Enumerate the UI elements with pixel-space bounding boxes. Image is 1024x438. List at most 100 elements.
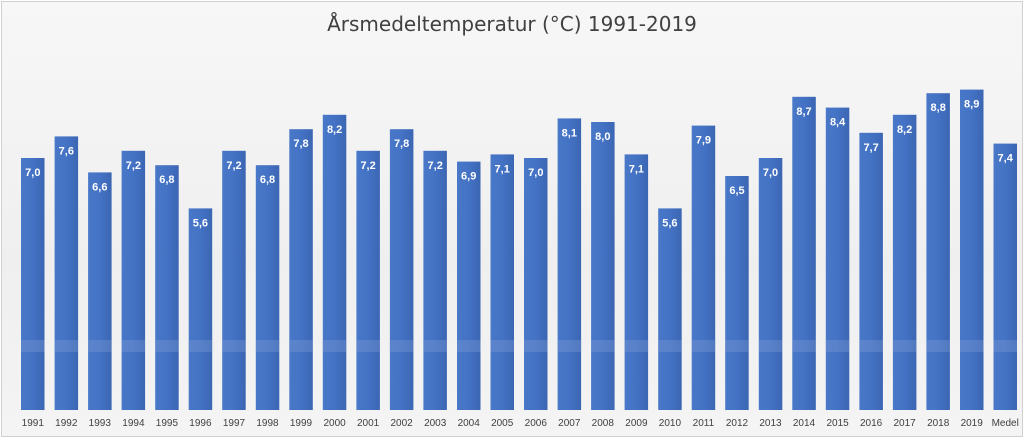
bar-reflection-1997 [222,340,246,352]
bar-1995 [155,165,179,410]
bar-2010 [658,208,682,410]
value-label-2002: 7,8 [394,138,409,150]
value-label-1996: 5,6 [193,217,208,229]
value-label-2013: 7,0 [763,167,778,179]
bar-2013 [758,158,783,410]
tick-label-2015: 2015 [826,418,849,429]
tick-label-2017: 2017 [893,418,916,429]
value-label-1994: 7,2 [126,160,141,172]
bar-reflection-1998 [255,340,280,352]
bar-2004 [457,161,481,410]
bar-2014 [792,96,816,411]
tick-label-2014: 2014 [793,418,816,429]
value-label-2019: 8,9 [964,99,979,111]
bar-2002 [389,129,414,410]
bar-reflection-Medel [993,340,1017,352]
tick-label-Medel: Medel [992,418,1019,429]
bar-reflection-2012 [725,340,749,352]
bar-2018 [926,93,950,410]
bar-1996 [188,208,213,410]
tick-label-1993: 1993 [89,418,112,429]
value-label-2009: 7,1 [629,163,644,175]
bar-1999 [289,129,313,410]
bar-1998 [255,165,280,410]
value-label-2010: 5,6 [662,217,677,229]
bar-2006 [524,158,548,410]
bar-reflection-2016 [859,340,883,352]
bar-2001 [356,150,380,411]
value-label-2006: 7,0 [528,167,543,179]
bar-reflection-2010 [658,340,682,352]
tick-label-1996: 1996 [189,418,212,429]
bar-reflection-2005 [490,340,514,352]
bar-reflection-1992 [54,340,79,352]
tick-label-2012: 2012 [726,418,749,429]
value-label-1998: 6,8 [260,174,275,186]
tick-label-2007: 2007 [558,418,581,429]
bar-reflection-2019 [960,340,984,352]
tick-label-2006: 2006 [525,418,548,429]
tick-label-2009: 2009 [625,418,648,429]
bar-reflection-2004 [457,340,481,352]
bar-2016 [859,132,883,411]
tick-label-2018: 2018 [927,418,950,429]
tick-label-2008: 2008 [592,418,615,429]
value-label-2015: 8,4 [830,117,846,129]
value-label-2008: 8,0 [595,131,610,143]
tick-label-2004: 2004 [458,418,481,429]
bar-reflection-2007 [557,340,582,352]
bar-reflection-2003 [423,340,447,352]
bar-2008 [591,122,615,410]
bar-reflection-1994 [121,340,146,352]
tick-label-2011: 2011 [693,418,715,429]
tick-label-2001: 2001 [357,418,380,429]
tick-label-1999: 1999 [290,418,313,429]
bar-1993 [88,172,112,410]
tick-label-2019: 2019 [961,418,984,429]
bar-reflection-2011 [691,340,716,352]
value-labels-group: 7,0 7,6 6,6 7,2 6,8 5,6 7,2 6,8 7,8 8,2 7,2 7,8 7,2 6… [25,99,1014,230]
bar-2011 [691,125,716,410]
value-label-1997: 7,2 [226,160,241,172]
value-label-2001: 7,2 [360,160,375,172]
bar-reflection-2001 [356,340,380,352]
tick-label-1992: 1992 [55,418,78,429]
bar-2017 [892,114,917,411]
bars-group [21,89,1017,411]
tick-label-2010: 2010 [659,418,682,429]
value-label-2000: 8,2 [327,124,342,136]
value-label-2014: 8,7 [796,106,811,118]
bar-reflection-1993 [88,340,112,352]
bar-1994 [121,150,146,411]
value-label-1999: 7,8 [293,138,308,150]
bar-1997 [222,150,246,411]
value-label-1992: 7,6 [59,145,74,157]
bar-2007 [557,118,582,411]
value-label-1995: 6,8 [159,174,174,186]
bar-Medel [993,143,1017,410]
bar-reflection-1995 [155,340,179,352]
bar-reflection-2015 [825,340,850,352]
tick-label-1998: 1998 [256,418,279,429]
bar-2003 [423,150,447,411]
value-label-1993: 6,6 [92,181,107,193]
bar-reflection-1996 [188,340,213,352]
tick-label-1991: 1991 [22,418,45,429]
value-label-2016: 7,7 [863,142,878,154]
bar-2012 [725,176,749,410]
bar-2005 [490,154,514,410]
bar-reflection-2002 [389,340,414,352]
bar-2009 [624,154,649,410]
value-label-2011: 7,9 [696,135,711,147]
tick-label-2016: 2016 [860,418,883,429]
tick-label-2000: 2000 [323,418,346,429]
bar-reflection-2006 [524,340,548,352]
value-label-2018: 8,8 [931,102,946,114]
bar-reflection-2000 [322,340,347,352]
bar-reflection-1991 [21,340,45,352]
bar-reflection-2013 [758,340,783,352]
bar-2019 [960,89,984,410]
bar-reflection-2017 [892,340,917,352]
bar-reflection-2018 [926,340,950,352]
